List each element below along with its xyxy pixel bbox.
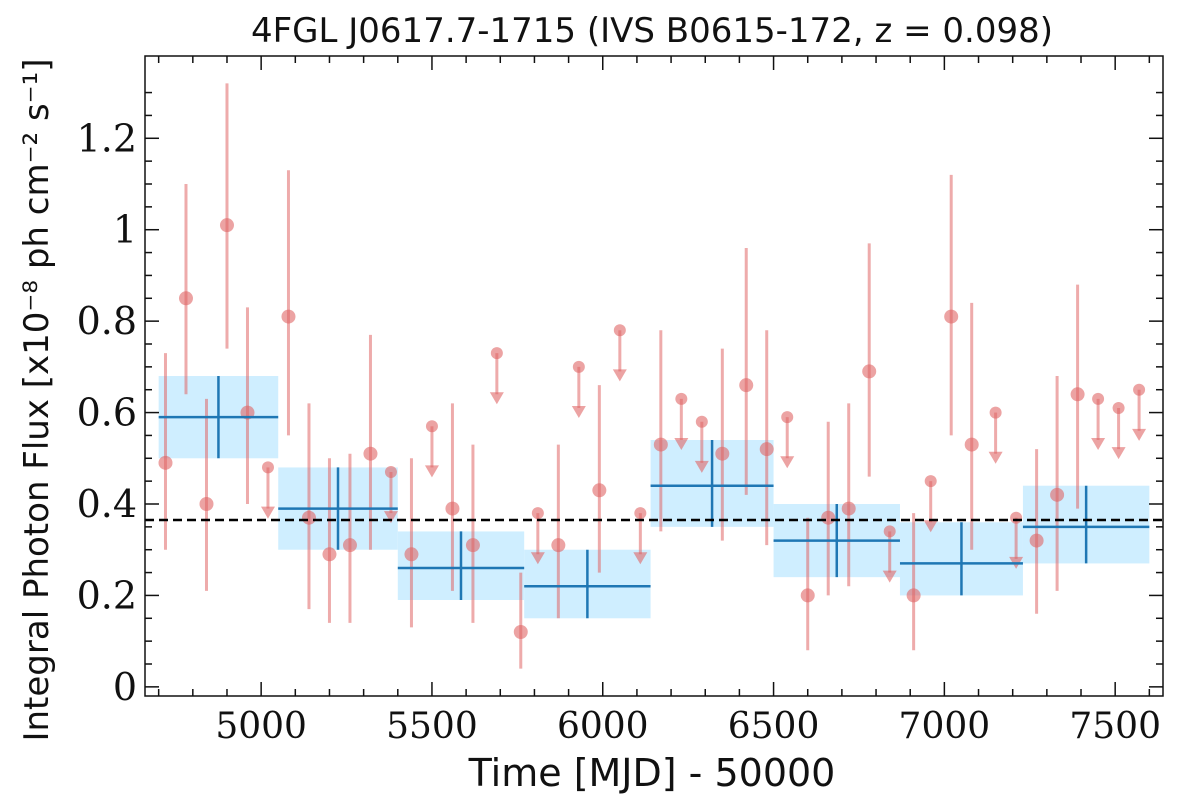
upper-limit-arrow — [694, 460, 709, 473]
data-point — [158, 455, 173, 470]
upper-limit-arrow — [383, 511, 398, 524]
data-point — [862, 364, 877, 379]
data-point — [1050, 487, 1065, 502]
upper-limit-arrow — [571, 406, 586, 418]
upper-limit-arrow — [988, 451, 1003, 464]
upper-limit-point — [531, 507, 544, 520]
upper-limit-arrow — [674, 438, 689, 450]
upper-limit-arrow — [612, 369, 627, 382]
data-point — [219, 218, 234, 233]
x-tick-label: 7000 — [899, 706, 991, 747]
data-point — [178, 291, 193, 306]
upper-limit-arrow — [260, 506, 275, 519]
upper-limit-point — [634, 507, 647, 520]
upper-limit-point — [1112, 402, 1125, 414]
axes-frame — [144, 55, 1164, 697]
data-point — [964, 437, 979, 452]
upper-limit-arrow — [489, 392, 504, 405]
chart-title: 4FGL J0617.7-1715 (IVS B0615-172, z = 0.… — [251, 11, 1053, 51]
data-point — [906, 588, 921, 603]
x-tick-label: 6000 — [557, 706, 649, 747]
y-tick-label: 0.8 — [77, 299, 137, 343]
y-tick-label: 0.6 — [77, 391, 137, 435]
y-tick-label: 1 — [113, 208, 137, 252]
data-point — [465, 538, 480, 553]
upper-limit-point — [425, 420, 438, 433]
x-tick-label: 6500 — [728, 706, 820, 747]
data-point — [1029, 533, 1044, 548]
upper-limit-arrow — [923, 520, 938, 533]
data-point — [513, 625, 528, 639]
data-point — [342, 538, 357, 553]
data-point — [363, 446, 378, 461]
upper-limit-arrow — [780, 456, 795, 469]
upper-limit-arrow — [1132, 428, 1147, 441]
upper-limit-point — [675, 392, 688, 405]
upper-limit-arrow — [424, 465, 439, 478]
y-tick-label: 1.2 — [77, 116, 137, 160]
upper-limit-point — [695, 415, 708, 428]
upper-limit-arrow — [1091, 438, 1106, 450]
data-point — [759, 442, 774, 457]
data-point — [653, 437, 668, 452]
x-axis-label: Time [MJD] - 50000 — [468, 751, 836, 795]
y-axis-label: Integral Photon Flux [x10⁻⁸ ph cm⁻² s⁻¹] — [17, 58, 57, 741]
y-tick-label: 0.2 — [77, 573, 137, 617]
upper-limit-point — [924, 475, 937, 488]
upper-limit-arrow — [1111, 447, 1126, 460]
data-point — [821, 510, 836, 525]
data-point — [841, 501, 856, 516]
upper-limit-point — [1092, 392, 1105, 405]
y-tick-label: 0.4 — [77, 482, 137, 526]
data-point — [322, 547, 337, 562]
data-point — [301, 510, 316, 525]
data-point — [944, 309, 959, 324]
upper-limit-point — [572, 360, 585, 373]
upper-limit-point — [384, 466, 397, 478]
data-point — [404, 547, 419, 562]
upper-limit-point — [613, 324, 626, 337]
data-point — [715, 446, 730, 461]
upper-limit-arrow — [882, 570, 897, 583]
data-point — [800, 588, 815, 603]
data-point — [739, 378, 754, 393]
data-point — [1070, 387, 1085, 402]
y-tick-label: 0 — [113, 665, 137, 709]
upper-limit-point — [1133, 383, 1146, 396]
upper-limit-point — [781, 411, 794, 424]
data-point — [592, 483, 607, 498]
data-point — [445, 501, 460, 516]
upper-limit-arrow — [633, 552, 648, 565]
x-tick-label: 5000 — [215, 706, 307, 747]
data-point — [551, 538, 566, 553]
data-point — [281, 309, 296, 324]
x-tick-label: 7500 — [1069, 706, 1161, 747]
upper-limit-point — [261, 461, 274, 474]
upper-limit-arrow — [530, 552, 545, 565]
data-point — [199, 497, 214, 511]
x-tick-label: 5500 — [386, 706, 478, 747]
upper-limit-point — [1010, 511, 1023, 524]
upper-limit-point — [490, 347, 503, 360]
upper-limit-point — [989, 406, 1002, 419]
plot-area: 5000 5500 6000 6500 7000 7500 0 0.2 0.4 0.6 0.8 1 1.… — [77, 55, 1164, 747]
upper-limit-point — [883, 525, 896, 538]
